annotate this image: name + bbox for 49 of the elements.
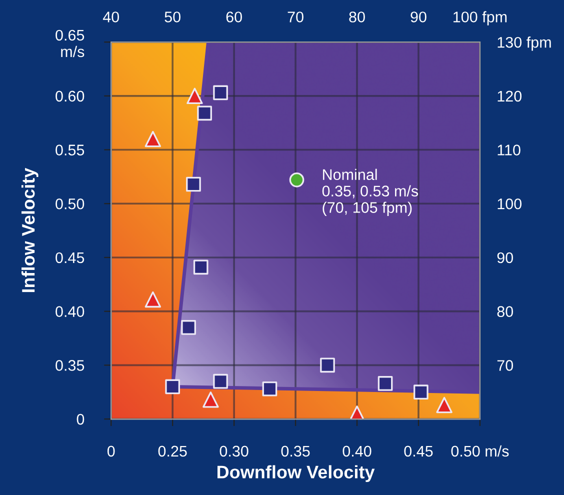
x-tick-label: 0.50 m/s bbox=[451, 445, 509, 457]
point bbox=[213, 85, 228, 100]
y2-tick-label: 120 bbox=[498, 90, 522, 102]
x-tick-label: 0.25 bbox=[158, 446, 187, 457]
y-tick-label: 0.60 bbox=[56, 90, 84, 102]
x2-tick-label: 50 bbox=[164, 12, 180, 22]
point bbox=[197, 106, 212, 121]
point bbox=[193, 260, 208, 275]
point bbox=[181, 320, 196, 335]
y-axis-title: Inflow Velocity bbox=[21, 168, 38, 292]
point bbox=[186, 88, 203, 104]
x-tick-label: 0.45 bbox=[404, 446, 433, 457]
annotation: Nominal 0.35, 0.53 m/s (70, 105 fpm) bbox=[322, 168, 418, 216]
y-tick-label: 0.40 bbox=[56, 306, 84, 318]
point bbox=[186, 176, 201, 192]
y2-tick-label: 70 bbox=[497, 360, 514, 371]
y2-tick-label: 90 bbox=[497, 252, 514, 264]
y-tick-label: 0.65 m/s bbox=[56, 30, 84, 58]
x-tick-label: 0 bbox=[107, 446, 115, 457]
x2-tick-label: 40 bbox=[102, 12, 120, 22]
x2-tick-label: 100 fpm bbox=[454, 11, 507, 26]
point bbox=[202, 392, 219, 408]
y2-tick-label: 110 bbox=[498, 144, 520, 156]
point bbox=[320, 358, 335, 373]
y2-tick-label: 100 bbox=[498, 198, 522, 210]
x2-tick-label: 90 bbox=[410, 12, 426, 22]
x-tick-label: 0.35 bbox=[281, 446, 310, 457]
point bbox=[213, 374, 228, 389]
y2-tick-label: 80 bbox=[497, 306, 514, 318]
y-tick-label: 0.45 bbox=[56, 252, 84, 264]
y-tick-label: 0.50 bbox=[56, 198, 84, 210]
x2-tick-label: 60 bbox=[226, 12, 242, 22]
x2-tick-label: 70 bbox=[288, 12, 304, 22]
point bbox=[144, 130, 162, 148]
point bbox=[414, 384, 428, 400]
point bbox=[289, 172, 304, 188]
point bbox=[378, 376, 393, 391]
y-tick-label: 0.35 bbox=[56, 360, 84, 371]
x2-tick-label: 80 bbox=[349, 12, 365, 22]
y2-tick-label: 130 fpm bbox=[498, 36, 551, 51]
x-tick-label: 0.40 bbox=[342, 446, 372, 457]
point bbox=[436, 396, 452, 414]
y-tick-label: 0 bbox=[76, 414, 84, 425]
x-tick-label: 0.30 bbox=[220, 446, 248, 457]
point bbox=[262, 381, 278, 396]
point bbox=[144, 291, 162, 308]
point bbox=[165, 379, 180, 394]
y-tick-label: 0.55 bbox=[56, 144, 84, 156]
x-axis-title: Downflow Velocity bbox=[217, 465, 375, 482]
